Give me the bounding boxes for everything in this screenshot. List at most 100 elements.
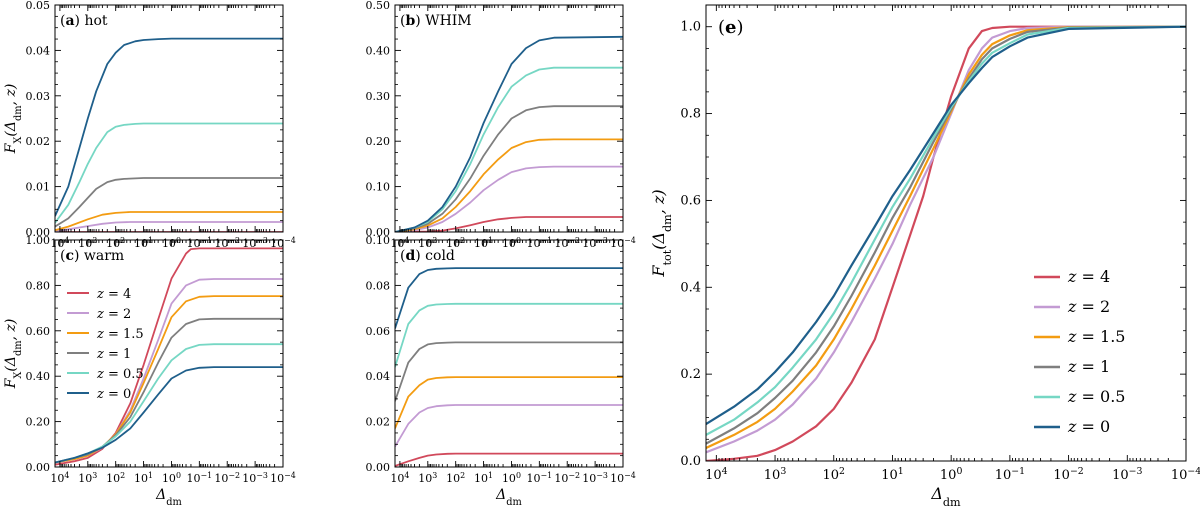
legend-label: z = 4 xyxy=(96,287,131,302)
y-tick-label: 0.8 xyxy=(680,107,701,122)
series-line-z2 xyxy=(55,278,283,464)
legend-item: z = 2 xyxy=(1034,297,1110,316)
series-line-z0p5 xyxy=(55,122,283,224)
y-tick-label: 0.00 xyxy=(366,226,391,239)
series-line-z1p5 xyxy=(55,295,283,464)
legend-label: z = 1.5 xyxy=(96,327,144,342)
panel-letter: a xyxy=(65,13,74,29)
panel-d: 104 103 102 101 100 10−1 10−2 10−3 10−4 0.00 0.02 0… xyxy=(366,234,636,507)
legend-item: z = 1.5 xyxy=(67,327,144,342)
series-group xyxy=(55,37,283,232)
legend-label: z = 4 xyxy=(1067,267,1110,286)
y-tick-label: 0.08 xyxy=(366,279,391,292)
panel-letter: b xyxy=(405,13,415,29)
x-tick-label: 10−3 xyxy=(242,471,268,486)
series-line-z0p5 xyxy=(55,343,283,464)
x-tick-label: 10−2 xyxy=(214,471,240,486)
legend-item: z = 1 xyxy=(67,347,131,362)
y-tick-label: 0.01 xyxy=(26,181,51,194)
series-line-z0p5 xyxy=(706,25,1186,436)
series-line-z1p5 xyxy=(395,376,623,429)
x-tick-label: 103 xyxy=(418,471,437,486)
panel-letter: e xyxy=(725,17,736,38)
y-tick-label: 0.4 xyxy=(680,280,701,295)
series-group xyxy=(395,35,623,232)
y-tick-label: 0.05 xyxy=(26,0,51,12)
series-line-z0 xyxy=(395,267,623,329)
legend-item: z = 0 xyxy=(1034,417,1110,436)
x-tick-label: 10−4 xyxy=(610,471,636,486)
x-tick-label: 10−2 xyxy=(554,471,580,486)
panel-c: 104 103 102 101 100 10−1 10−2 10−3 10−4 0.00 0.20 0… xyxy=(3,234,296,507)
x-tick-label: 10−3 xyxy=(1112,466,1142,484)
y-tick-label: 0.04 xyxy=(366,370,391,383)
legend-label: z = 1.5 xyxy=(1067,327,1125,346)
series-line-z0 xyxy=(395,35,623,232)
y-tick-label: 0.02 xyxy=(26,135,51,148)
y-tick-label: 0.02 xyxy=(366,416,391,429)
legend-item: z = 1.5 xyxy=(1034,327,1125,346)
x-tick-label: 10−1 xyxy=(187,471,213,486)
x-tick-label: 10−4 xyxy=(1171,466,1200,484)
series-group xyxy=(395,267,623,467)
legend-label: z = 0 xyxy=(1067,417,1110,436)
series-line-z1 xyxy=(55,317,283,464)
x-tick-label: 102 xyxy=(823,466,846,484)
y-tick-label: 1.00 xyxy=(26,234,51,247)
y-axis-label: FX(Δdm, z) xyxy=(3,84,24,155)
panel-letter: c xyxy=(65,248,74,264)
y-tick-label: 0.20 xyxy=(26,416,51,429)
series-line-z1p5 xyxy=(395,138,623,232)
series-line-z1 xyxy=(706,25,1186,445)
x-tick-label: 102 xyxy=(446,471,465,486)
series-line-z0 xyxy=(55,37,283,217)
legend-item: z = 0 xyxy=(67,387,131,402)
plot-frame xyxy=(394,239,624,468)
panel-letter: d xyxy=(405,248,415,264)
x-tick-label: 104 xyxy=(390,471,409,486)
x-tick-label: 104 xyxy=(50,471,69,486)
panel-label: (c) warm xyxy=(60,248,124,264)
x-tick-label: 10−4 xyxy=(270,471,296,486)
panel-e: 104 103 102 101 100 10−1 10−2 10−3 10−4 0.0 0.2 0.4… xyxy=(649,4,1200,507)
y-axis-label: FX(Δdm, z) xyxy=(3,319,24,390)
x-tick-label: 101 xyxy=(881,466,904,484)
y-tick-label: 0.80 xyxy=(26,279,51,292)
x-tick-label: 100 xyxy=(162,471,181,486)
legend-label: z = 2 xyxy=(96,307,131,322)
series-line-z2 xyxy=(55,221,283,232)
plot-frame xyxy=(394,4,624,233)
y-tick-label: 0.10 xyxy=(366,234,391,247)
legend-item: z = 2 xyxy=(67,307,131,322)
legend-label: z = 0 xyxy=(96,387,131,402)
y-tick-label: 0.30 xyxy=(366,90,391,103)
series-line-z4 xyxy=(395,216,623,232)
legend-item: z = 0.5 xyxy=(67,367,144,382)
series-line-z1p5 xyxy=(55,211,283,232)
panel-label: (a) hot xyxy=(60,13,108,29)
x-axis-label: Δdm xyxy=(495,487,522,507)
legend-label: z = 0.5 xyxy=(96,367,144,382)
panel-b: 104 103 102 101 100 10−1 10−2 10−3 10−40.000.100… xyxy=(366,0,636,250)
panel-label: (b) WHIM xyxy=(400,13,472,29)
series-line-z1 xyxy=(55,177,283,228)
y-tick-label: 0.03 xyxy=(26,90,51,103)
x-tick-label: 10−2 xyxy=(1053,466,1083,484)
series-line-z0 xyxy=(706,25,1186,426)
y-tick-label: 0.40 xyxy=(26,370,51,383)
x-axis-label: Δdm xyxy=(155,487,182,507)
series-line-z0p5 xyxy=(395,66,623,232)
y-tick-label: 0.00 xyxy=(366,461,391,474)
y-tick-label: 0.10 xyxy=(366,181,391,194)
y-tick-label: 0.00 xyxy=(26,226,51,239)
legend-label: z = 1 xyxy=(1067,357,1110,376)
x-tick-label: 103 xyxy=(78,471,97,486)
y-tick-label: 0.40 xyxy=(366,44,391,57)
x-tick-label: 103 xyxy=(764,466,787,484)
panel-label: (d) cold xyxy=(400,248,455,264)
legend-label: z = 0.5 xyxy=(1067,387,1125,406)
series-line-z0 xyxy=(55,366,283,464)
series-line-z1 xyxy=(395,341,623,402)
x-tick-label: 10−1 xyxy=(995,466,1025,484)
